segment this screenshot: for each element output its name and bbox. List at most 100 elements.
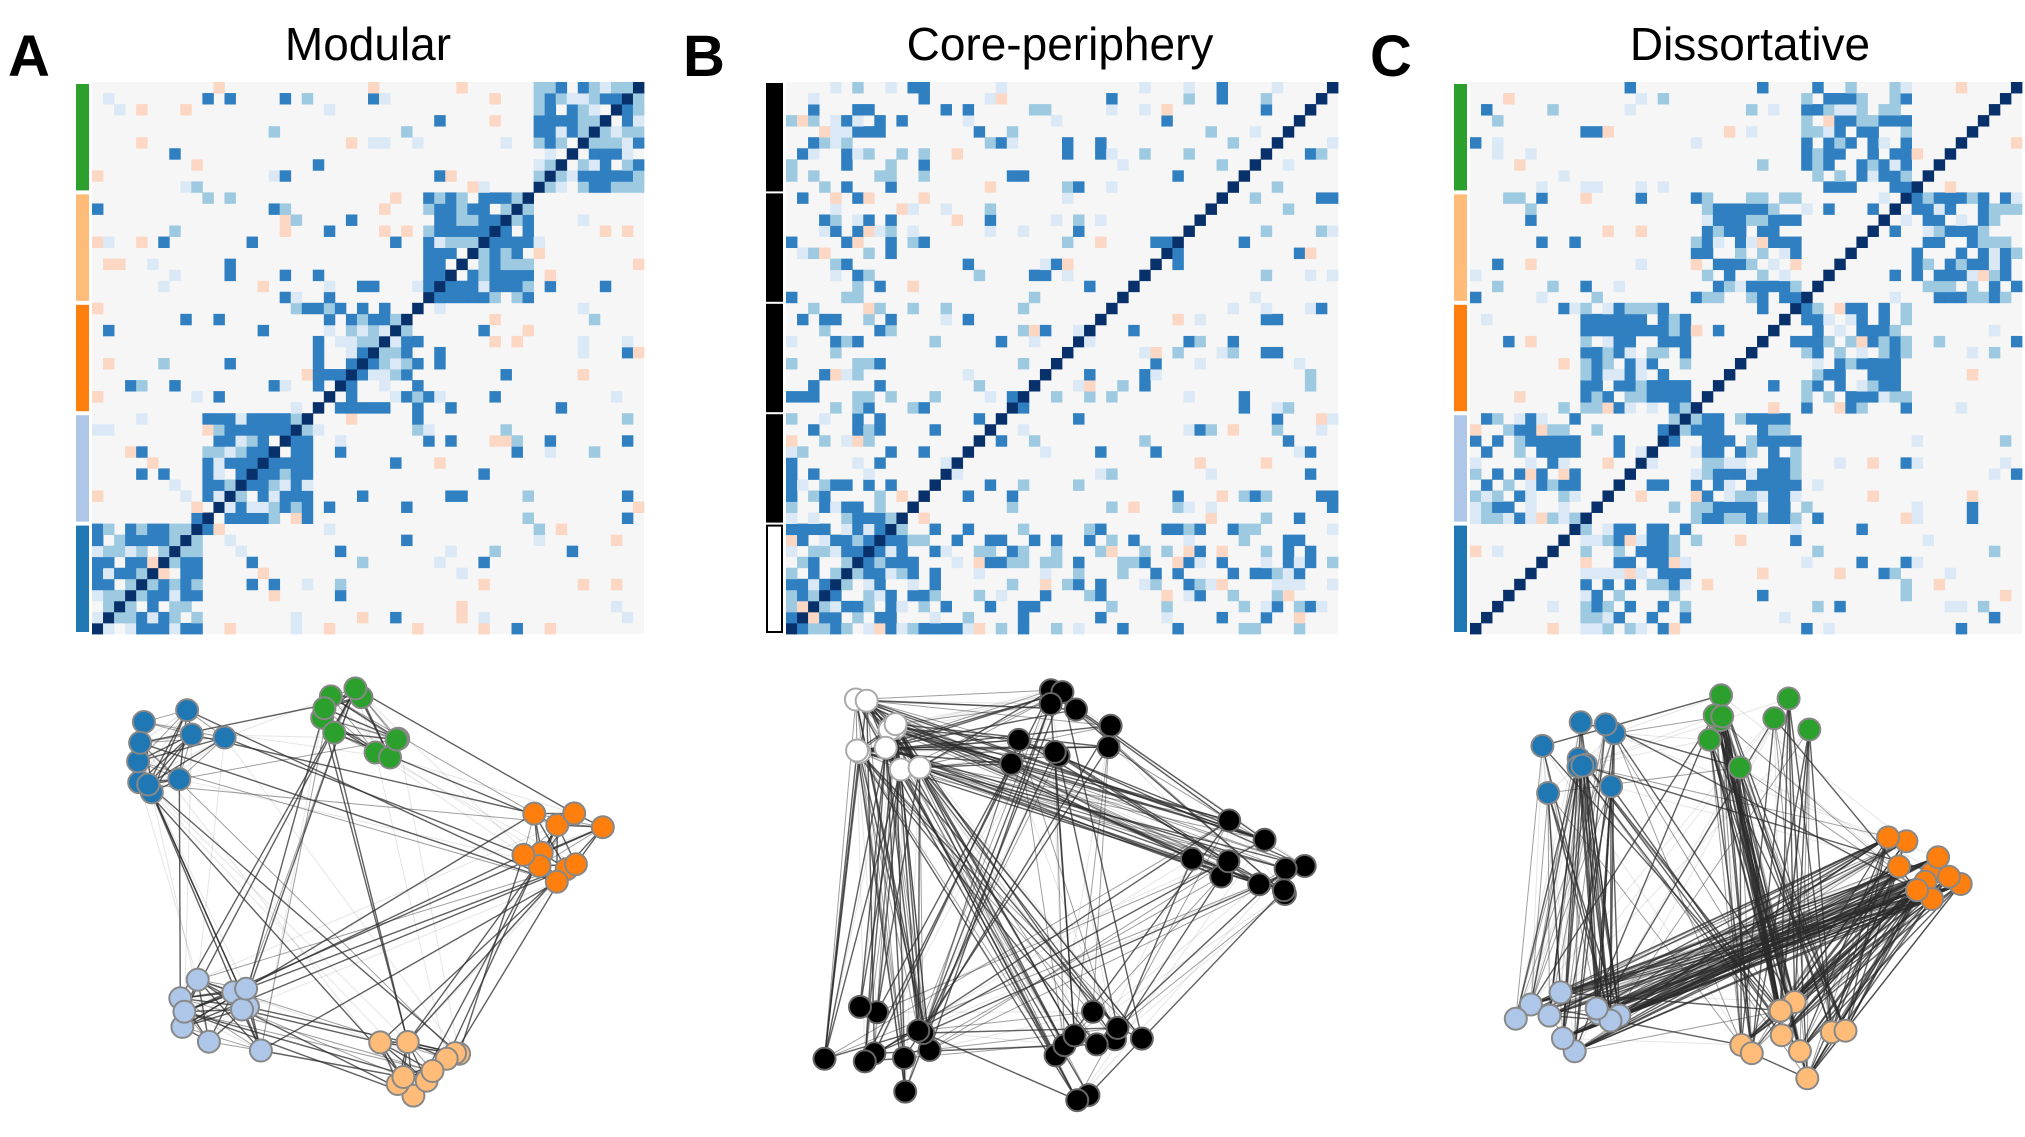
matrix-cell — [1514, 468, 1526, 480]
matrix-cell — [169, 225, 181, 237]
matrix-cell — [786, 534, 798, 547]
matrix-cell — [1768, 380, 1780, 392]
matrix-cell — [1845, 302, 1857, 315]
matrix-cell — [566, 115, 579, 127]
matrix-cell — [92, 302, 104, 315]
matrix-cell — [169, 269, 181, 282]
matrix-cell — [1801, 302, 1813, 315]
matrix-cell — [896, 622, 908, 635]
matrix-cell — [323, 280, 336, 293]
network-edge — [1530, 792, 1549, 1005]
matrix-cell — [907, 225, 919, 237]
matrix-cell — [577, 159, 590, 171]
matrix-cell — [1216, 93, 1228, 105]
matrix-cell — [1128, 501, 1140, 513]
network-edge — [889, 729, 931, 1051]
matrix-cell — [191, 534, 203, 547]
matrix-cell — [1701, 457, 1714, 469]
matrix-cell — [1900, 556, 1912, 569]
network-edge — [1562, 1037, 1742, 1046]
network-edge — [1596, 786, 1612, 1009]
matrix-cell — [1966, 490, 1979, 502]
matrix-cell — [500, 225, 512, 237]
matrix-cell — [290, 214, 303, 226]
matrix-cell — [379, 402, 391, 414]
matrix-cell — [1238, 170, 1251, 182]
matrix-cell — [412, 335, 424, 348]
matrix-cell — [1293, 600, 1306, 613]
matrix-cell — [1878, 380, 1890, 392]
matrix-cell — [841, 126, 853, 138]
matrix-cell — [1205, 424, 1217, 436]
matrix-cell — [995, 534, 1008, 547]
matrix-cell — [1757, 589, 1769, 602]
matrix-cell — [1492, 545, 1504, 558]
matrix-cell — [379, 203, 391, 215]
matrix-cell — [1999, 236, 2012, 248]
group-bar-segment — [1454, 194, 1467, 301]
matrix-cell — [995, 589, 1008, 602]
matrix-cell — [1867, 159, 1879, 171]
matrix-cell — [874, 523, 886, 536]
matrix-cell — [1922, 534, 1935, 547]
matrix-cell — [445, 225, 457, 237]
matrix-cell — [511, 203, 523, 215]
matrix-cell — [533, 170, 546, 182]
matrix-cell — [995, 435, 1008, 447]
matrix-cell — [1657, 545, 1670, 558]
matrix-cell — [808, 424, 820, 436]
matrix-cell — [852, 567, 864, 580]
matrix-cell — [830, 214, 842, 226]
matrix-cell — [599, 225, 612, 237]
matrix-cell — [1073, 214, 1085, 226]
network-node — [384, 727, 409, 752]
matrix-cell — [1757, 435, 1769, 447]
matrix-cell — [1249, 523, 1262, 536]
matrix-cell — [1734, 468, 1747, 480]
matrix-cell — [1238, 600, 1251, 613]
matrix-cell — [1734, 236, 1747, 248]
matrix-cell — [1194, 358, 1206, 370]
matrix-cell — [1988, 269, 2001, 282]
matrix-cell — [1712, 424, 1725, 436]
matrix-cell — [125, 523, 137, 536]
network-node — [1080, 999, 1105, 1024]
network-edge — [866, 700, 1119, 1029]
matrix-cell — [1050, 214, 1063, 226]
matrix-cell — [830, 479, 842, 491]
matrix-cell — [1624, 523, 1636, 536]
matrix-cell — [1668, 622, 1681, 635]
matrix-cell — [1944, 600, 1957, 613]
matrix-cell — [841, 534, 853, 547]
matrix-cell — [158, 358, 170, 370]
matrix-cell — [544, 446, 557, 458]
matrix-cell — [1117, 567, 1129, 580]
matrix-cell — [1095, 137, 1107, 149]
panel-c-network — [1503, 683, 1973, 1091]
matrix-cell — [533, 137, 546, 149]
matrix-cell — [1757, 413, 1769, 425]
matrix-cell — [577, 335, 590, 348]
matrix-cell — [841, 291, 853, 304]
network-edge — [1787, 698, 1833, 1033]
matrix-cell — [1889, 203, 1901, 215]
matrix-cell — [951, 214, 964, 226]
matrix-cell — [610, 170, 623, 182]
matrix-cell — [1525, 148, 1537, 160]
matrix-cell — [1558, 446, 1570, 458]
network-edge — [922, 865, 1305, 1034]
matrix-cell — [1183, 225, 1195, 237]
matrix-cell — [467, 181, 479, 193]
matrix-cell — [962, 313, 975, 326]
matrix-cell — [1646, 611, 1659, 624]
matrix-cell — [1834, 302, 1846, 315]
matrix-cell — [874, 578, 886, 591]
matrix-cell — [577, 126, 590, 138]
matrix-cell — [1746, 291, 1758, 304]
network-node — [544, 869, 569, 894]
matrix-cell — [1712, 324, 1725, 337]
matrix-cell — [500, 203, 512, 215]
matrix-cell — [830, 137, 842, 149]
matrix-cell — [1591, 424, 1603, 436]
matrix-cell — [885, 534, 897, 547]
